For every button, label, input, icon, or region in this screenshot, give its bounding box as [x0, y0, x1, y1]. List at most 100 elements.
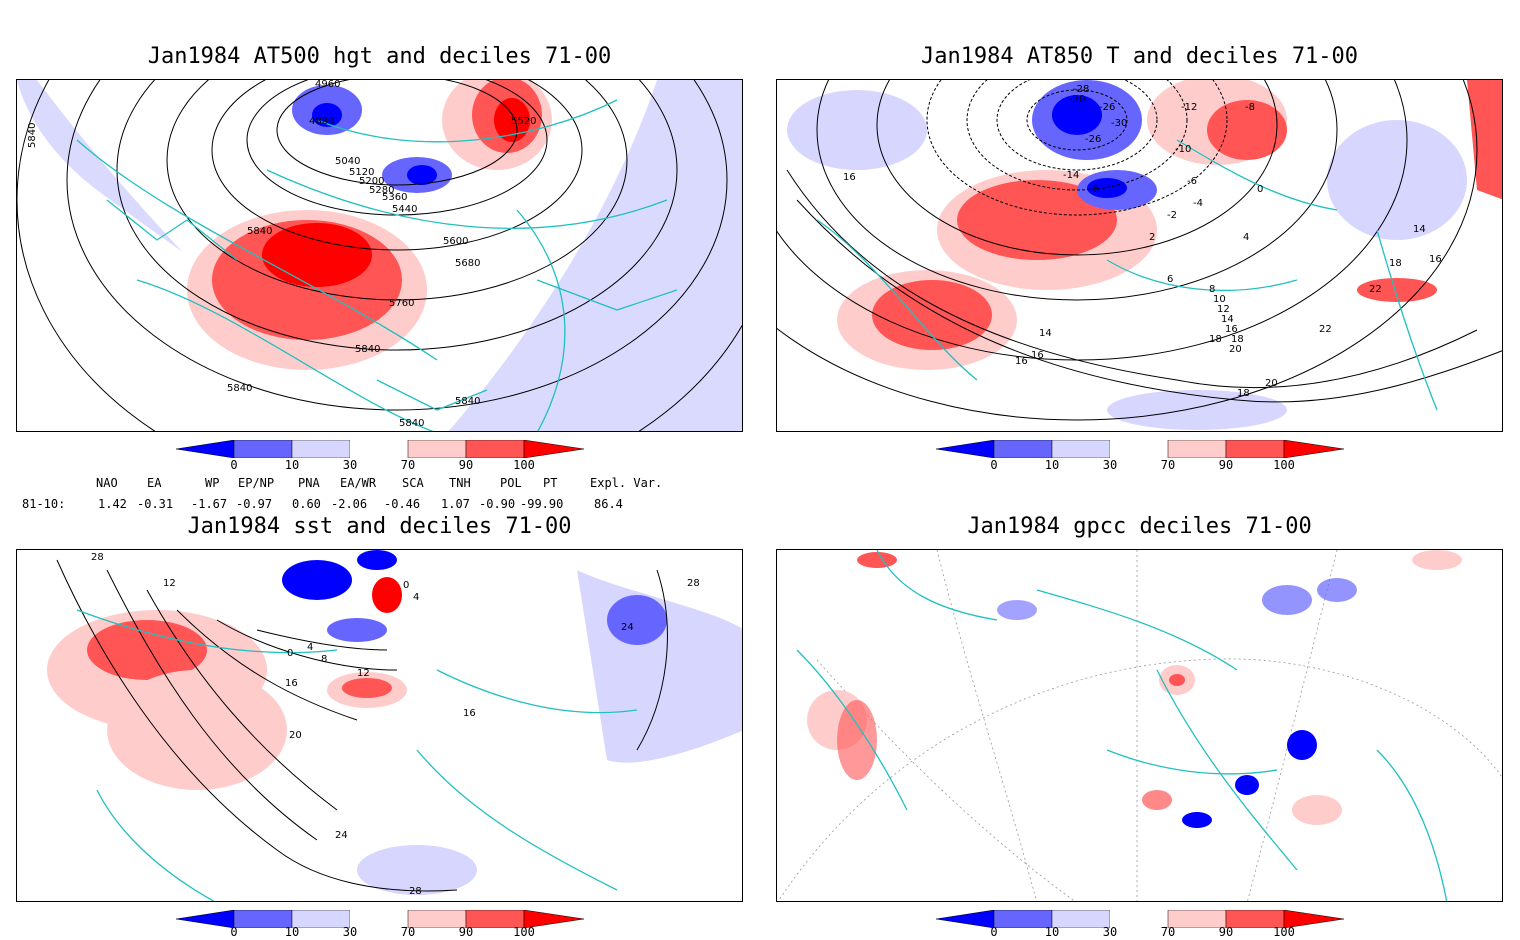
- sst-contour-labels: 28 12 0 4 0 4 8 12 16 20 24 28 16 24 28: [91, 552, 700, 897]
- svg-text:5840: 5840: [227, 383, 252, 394]
- svg-text:5520: 5520: [511, 116, 536, 127]
- svg-text:8: 8: [321, 654, 327, 665]
- index-value-explvar: 86.4: [594, 497, 623, 511]
- index-value-pt: -99.90: [520, 497, 564, 511]
- svg-text:14: 14: [1413, 224, 1426, 235]
- svg-text:4960: 4960: [315, 80, 340, 90]
- map-panel-hgt500: 4960 4880 5040 5120 5200 5280 5360 5440 …: [16, 79, 743, 432]
- index-name-pt: PT: [543, 476, 558, 490]
- index-value-tnh: 1.07: [441, 497, 470, 511]
- panel-title-gpcc: Jan1984 gpcc deciles 71-00: [967, 514, 1312, 539]
- svg-text:22: 22: [1319, 324, 1332, 335]
- svg-text:18: 18: [1231, 334, 1244, 345]
- index-value-eawr: -2.06: [331, 497, 368, 511]
- svg-text:5600: 5600: [443, 236, 468, 247]
- svg-text:-10: -10: [1175, 144, 1191, 155]
- svg-text:12: 12: [357, 668, 370, 679]
- svg-text:-30: -30: [1111, 118, 1127, 129]
- index-value-sca: -0.46: [384, 497, 421, 511]
- index-value-pol: -0.90: [479, 497, 516, 511]
- map-sst: 28 12 0 4 0 4 8 12 16 20 24 28 16 24 28: [17, 550, 742, 901]
- index-name-sca: SCA: [402, 476, 424, 490]
- svg-text:16: 16: [285, 678, 298, 689]
- svg-text:20: 20: [1265, 378, 1278, 389]
- svg-text:18: 18: [1389, 258, 1402, 269]
- svg-text:12: 12: [163, 578, 176, 589]
- map-t850: -28 -30 -26 -30 -26 -12 -8 -10 -14 -8 -6…: [777, 80, 1502, 431]
- svg-text:5040: 5040: [335, 156, 360, 167]
- svg-text:28: 28: [687, 578, 700, 589]
- svg-text:20: 20: [289, 730, 302, 741]
- svg-text:-14: -14: [1063, 170, 1079, 181]
- svg-text:-8: -8: [1245, 102, 1255, 113]
- svg-text:-26: -26: [1099, 102, 1115, 113]
- index-row-label: 81-10:: [22, 497, 66, 511]
- svg-text:5760: 5760: [389, 298, 414, 309]
- map-panel-sst: 28 12 0 4 0 4 8 12 16 20 24 28 16 24 28: [16, 549, 743, 902]
- svg-text:5840: 5840: [27, 123, 38, 148]
- svg-text:10: 10: [1213, 294, 1226, 305]
- svg-text:-4: -4: [1193, 198, 1203, 209]
- svg-text:0: 0: [1257, 184, 1263, 195]
- svg-text:14: 14: [1221, 314, 1234, 325]
- colorbar-sst-swatches: [175, 909, 585, 929]
- svg-text:20: 20: [1229, 344, 1242, 355]
- svg-text:-6: -6: [1187, 176, 1197, 187]
- svg-text:18: 18: [1209, 334, 1222, 345]
- svg-text:16: 16: [1031, 350, 1044, 361]
- svg-text:8: 8: [1209, 284, 1215, 295]
- svg-text:4: 4: [413, 592, 419, 603]
- t850-contour-labels: -28 -30 -26 -30 -26 -12 -8 -10 -14 -8 -6…: [843, 84, 1442, 399]
- svg-text:5840: 5840: [247, 226, 272, 237]
- colorbar-sst: 0 10 30 70 90 100: [175, 909, 586, 940]
- svg-text:24: 24: [621, 622, 634, 633]
- svg-text:5840: 5840: [455, 396, 480, 407]
- svg-text:16: 16: [1015, 356, 1028, 367]
- svg-text:16: 16: [843, 172, 856, 183]
- svg-text:28: 28: [409, 886, 422, 897]
- map-gpcc: [777, 550, 1502, 901]
- svg-text:-30: -30: [1069, 94, 1085, 105]
- svg-text:28: 28: [91, 552, 104, 563]
- svg-text:4: 4: [307, 642, 313, 653]
- svg-text:5200: 5200: [359, 176, 384, 187]
- index-name-nao: NAO: [96, 476, 118, 490]
- colorbar-hgt: 0 10 30 70 90 100: [175, 439, 586, 474]
- svg-text:16: 16: [1225, 324, 1238, 335]
- svg-text:24: 24: [335, 830, 348, 841]
- panel-title-t850: Jan1984 AT850 T and deciles 71-00: [920, 44, 1359, 69]
- svg-text:-2: -2: [1167, 210, 1177, 221]
- svg-text:5680: 5680: [455, 258, 480, 269]
- index-name-pol: POL: [500, 476, 522, 490]
- svg-text:5840: 5840: [399, 418, 424, 429]
- map-panel-t850: -28 -30 -26 -30 -26 -12 -8 -10 -14 -8 -6…: [776, 79, 1503, 432]
- panel-title-hgt: Jan1984 AT500 hgt and deciles 71-00: [147, 44, 612, 69]
- colorbar-hgt-swatches: [175, 439, 585, 459]
- svg-text:4880: 4880: [309, 116, 334, 127]
- svg-text:16: 16: [463, 708, 476, 719]
- svg-text:12: 12: [1217, 304, 1230, 315]
- svg-text:18: 18: [1237, 388, 1250, 399]
- index-value-epnp: -0.97: [236, 497, 273, 511]
- index-name-epnp: EP/NP: [238, 476, 275, 490]
- svg-text:5120: 5120: [349, 167, 374, 178]
- index-name-tnh: TNH: [449, 476, 471, 490]
- index-value-ea: -0.31: [137, 497, 174, 511]
- colorbar-t850: 0 10 30 70 90 100: [935, 439, 1346, 474]
- svg-text:-26: -26: [1085, 134, 1101, 145]
- svg-text:5840: 5840: [355, 344, 380, 355]
- svg-text:22: 22: [1369, 284, 1382, 295]
- svg-text:2: 2: [1149, 232, 1155, 243]
- index-name-wp: WP: [205, 476, 220, 490]
- svg-text:5440: 5440: [392, 204, 417, 215]
- svg-text:5280: 5280: [369, 185, 394, 196]
- index-name-ea: EA: [147, 476, 162, 490]
- map-panel-gpcc: [776, 549, 1503, 902]
- colorbar-t850-swatches: [935, 439, 1345, 459]
- svg-text:16: 16: [1429, 254, 1442, 265]
- svg-text:4: 4: [1243, 232, 1249, 243]
- index-name-explvar: Expl. Var.: [590, 476, 663, 490]
- svg-text:6: 6: [1167, 274, 1173, 285]
- index-value-pna: 0.60: [292, 497, 321, 511]
- index-value-wp: -1.67: [191, 497, 228, 511]
